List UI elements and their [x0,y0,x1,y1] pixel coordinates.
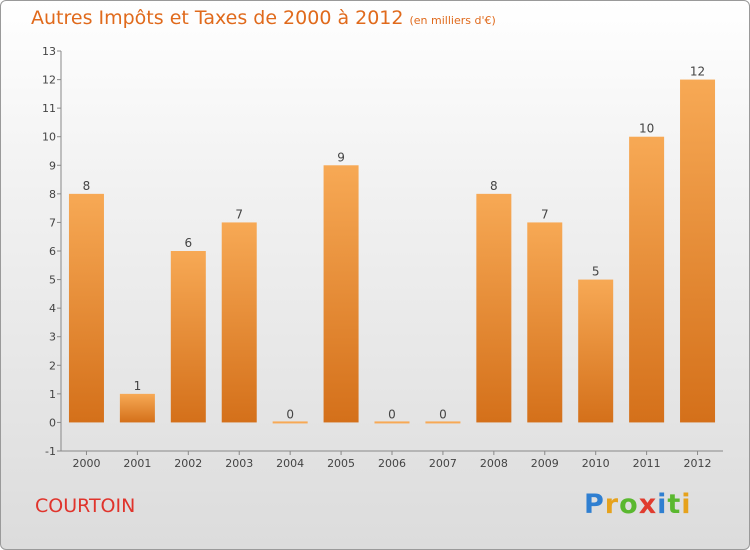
y-tick-label: 4 [49,302,56,315]
chart-title: Autres Impôts et Taxes de 2000 à 2012 (en… [31,7,496,29]
x-tick-label: 2003 [225,457,253,470]
logo-letter: i [657,489,668,520]
data-label: 6 [184,236,192,250]
x-tick-label: 2000 [72,457,100,470]
commune-name: COURTOIN [35,495,136,517]
data-label: 7 [541,207,549,221]
x-tick-label: 2012 [684,457,712,470]
data-label: 1 [134,379,142,393]
bar-2008 [476,193,512,423]
logo-letter: o [619,489,639,520]
logo-letter: P [584,489,605,520]
y-tick-label: 13 [42,45,56,58]
x-tick-label: 2002 [174,457,202,470]
x-tick-label: 2010 [582,457,610,470]
bar-2007 [425,421,461,424]
x-tick-label: 2011 [633,457,661,470]
y-tick-label: 11 [42,102,56,115]
logo-letter: t [667,489,682,520]
bar-2004 [272,421,308,424]
data-label: 12 [690,65,705,79]
x-tick-label: 2008 [480,457,508,470]
bar-2001 [119,393,155,423]
bar-2009 [527,222,563,423]
bar-2005 [323,165,359,423]
data-label: 8 [490,179,498,193]
y-tick-label: -1 [45,445,56,458]
bar-2010 [578,279,614,423]
bar-2011 [629,136,665,423]
logo-letter: r [604,489,620,520]
bar-2012 [680,79,716,423]
data-label: 0 [439,407,447,421]
y-tick-label: 10 [42,131,56,144]
x-tick-label: 2007 [429,457,457,470]
y-tick-label: 12 [42,74,56,87]
y-tick-label: 9 [49,159,56,172]
y-tick-label: 7 [49,216,56,229]
data-label: 0 [388,407,396,421]
x-tick-label: 2005 [327,457,355,470]
x-tick-label: 2009 [531,457,559,470]
bar-2002 [170,251,206,423]
logo-letter: i [681,489,692,520]
data-label: 9 [337,150,345,164]
y-tick-label: 6 [49,245,56,258]
y-tick-label: 3 [49,331,56,344]
proxiti-logo: Proxiti [584,489,692,520]
bar-2000 [68,193,104,423]
bar-2003 [221,222,257,423]
chart-subtitle: (en milliers d'€) [409,14,496,27]
y-tick-label: 5 [49,274,56,287]
bar-2006 [374,421,410,424]
data-label: 7 [235,207,243,221]
data-label: 5 [592,265,600,279]
data-label: 10 [639,122,654,136]
y-tick-label: 8 [49,188,56,201]
title-text: Autres Impôts et Taxes de 2000 à 2012 [31,7,404,29]
y-tick-label: 2 [49,359,56,372]
x-tick-label: 2001 [123,457,151,470]
data-label: 8 [83,179,91,193]
y-tick-label: 1 [49,388,56,401]
x-tick-label: 2004 [276,457,304,470]
y-tick-label: 0 [49,416,56,429]
logo-letter: x [638,489,658,520]
data-label: 0 [286,407,294,421]
x-tick-label: 2006 [378,457,406,470]
